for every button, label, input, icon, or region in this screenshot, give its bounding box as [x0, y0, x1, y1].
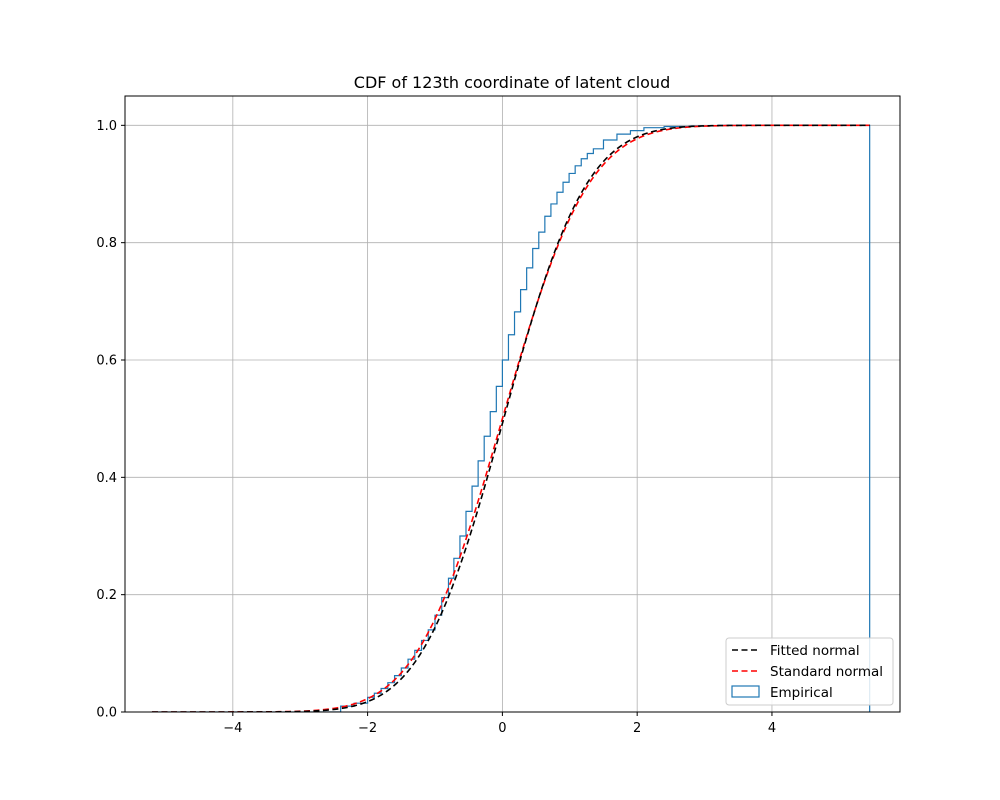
grid: [125, 96, 900, 713]
series-standard-normal: [151, 124, 870, 712]
x-tick-label: −4: [223, 721, 242, 736]
x-tick-label: 0: [498, 721, 506, 736]
y-tick-label: 0.2: [96, 588, 117, 603]
legend-label: Fitted normal: [770, 643, 860, 659]
y-tick-label: 0.4: [96, 471, 117, 486]
x-tick-label: −2: [358, 721, 377, 736]
series-fitted-normal: [151, 124, 870, 712]
y-tick-label: 0.0: [96, 706, 117, 721]
y-axis: 0.0 0.2 0.4 0.6 0.8 1.0: [96, 119, 125, 721]
x-axis: −4 −2 0 2 4: [223, 712, 776, 736]
legend-label: Standard normal: [770, 664, 883, 680]
x-tick-label: 2: [633, 721, 641, 736]
y-tick-label: 1.0: [96, 119, 117, 134]
series-empirical-step: [151, 124, 871, 712]
y-tick-label: 0.6: [96, 354, 117, 369]
legend-label: Empirical: [770, 685, 833, 701]
legend: Fitted normal Standard normal Empirical: [725, 637, 894, 706]
x-tick-label: 4: [768, 721, 776, 736]
legend-swatch: [731, 685, 760, 698]
plot-frame: [124, 95, 901, 713]
legend-box: [725, 637, 894, 706]
plot-area: [151, 124, 871, 712]
y-tick-label: 0.8: [96, 236, 117, 251]
chart-title: CDF of 123th coordinate of latent cloud: [354, 73, 670, 92]
